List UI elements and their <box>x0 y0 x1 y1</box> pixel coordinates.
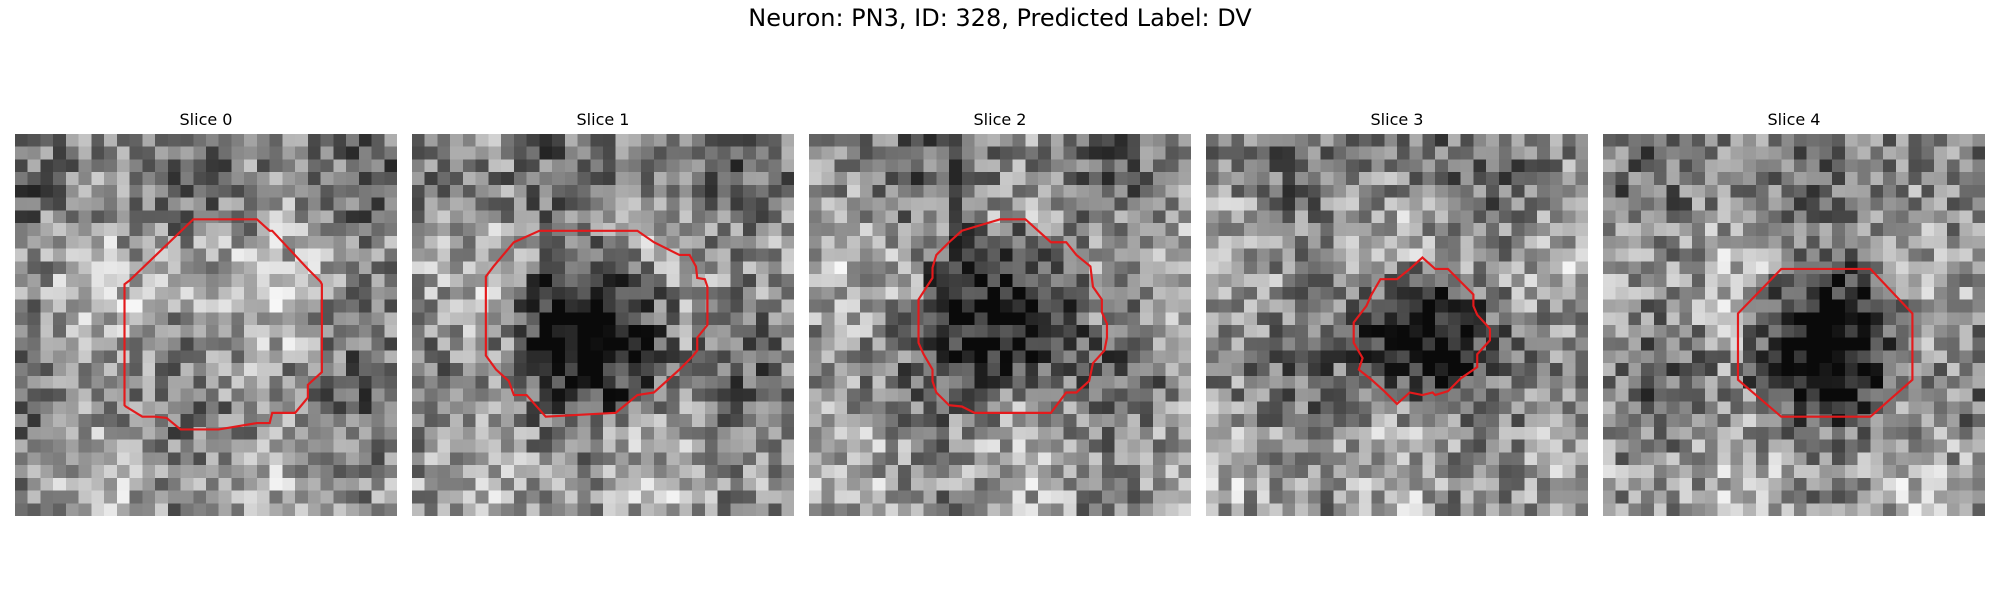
slice-image-3 <box>1206 134 1588 516</box>
slice-image-1 <box>412 134 794 516</box>
slice-label-3: Slice 3 <box>1370 110 1424 129</box>
roi-contour-1 <box>484 229 709 418</box>
slice-image-2 <box>809 134 1191 516</box>
roi-contour-4 <box>1736 267 1914 418</box>
roi-contour-3 <box>1352 256 1492 406</box>
slice-label-4: Slice 4 <box>1767 110 1821 129</box>
slice-image-0 <box>15 134 397 516</box>
slice-panel-1: Slice 1 <box>412 109 794 516</box>
slice-panel-2: Slice 2 <box>809 109 1191 516</box>
slice-image-4 <box>1603 134 1985 516</box>
roi-contour-0 <box>123 218 323 431</box>
figure-title: Neuron: PN3, ID: 328, Predicted Label: D… <box>748 4 1252 32</box>
slice-panel-0: Slice 0 <box>15 109 397 516</box>
slice-label-1: Slice 1 <box>576 110 630 129</box>
slice-label-2: Slice 2 <box>973 110 1027 129</box>
slice-label-0: Slice 0 <box>179 110 233 129</box>
slice-panel-3: Slice 3 <box>1206 109 1588 516</box>
roi-contour-2 <box>917 218 1109 414</box>
slice-panel-4: Slice 4 <box>1603 109 1985 516</box>
